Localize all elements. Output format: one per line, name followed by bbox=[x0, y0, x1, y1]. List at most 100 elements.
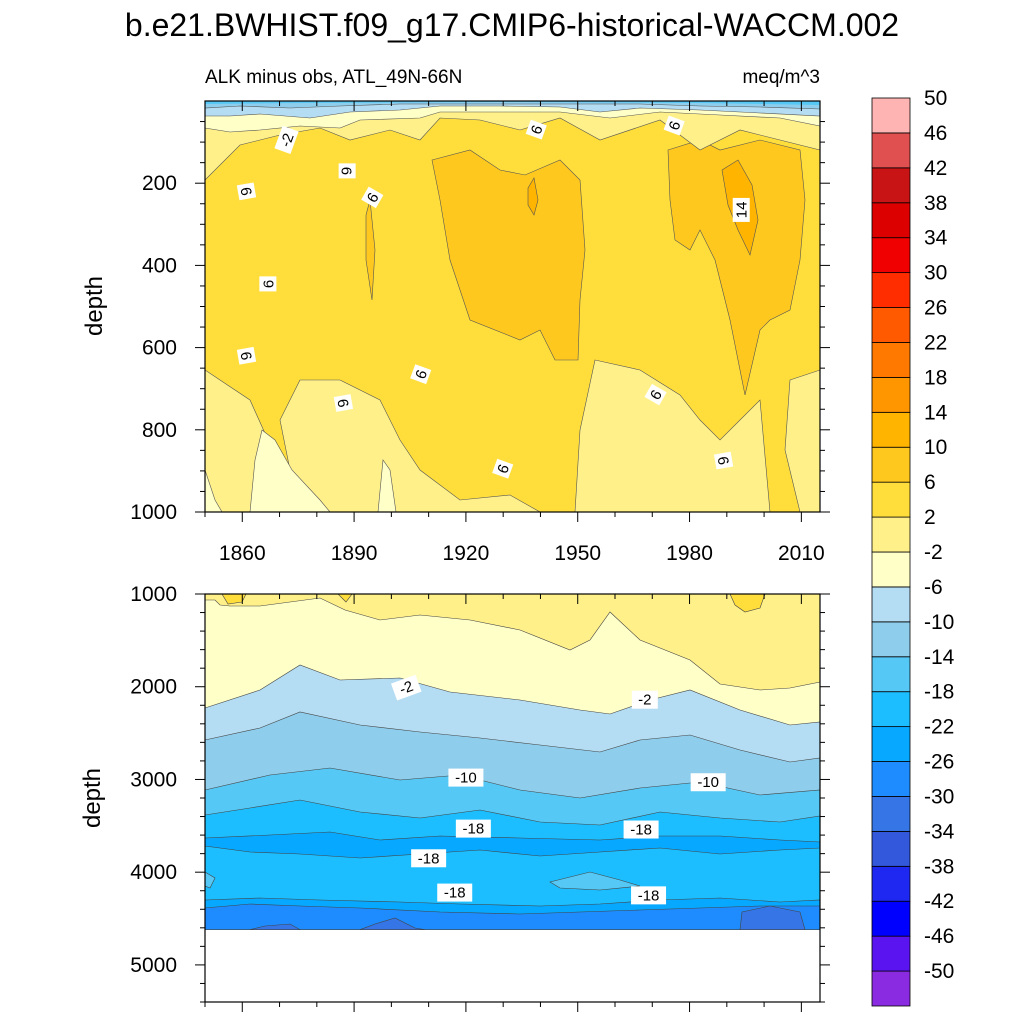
upper-contour-label: 6 bbox=[338, 163, 356, 179]
lower-plot-frame bbox=[204, 593, 821, 1003]
lower-ylabel: depth bbox=[79, 768, 106, 828]
figure-title: b.e21.BWHIST.f09_g17.CMIP6-historical-WA… bbox=[125, 7, 899, 43]
lower-contour-labels: -2 -2 -10 -10 -18 -18 -18 -18 -18 bbox=[390, 674, 726, 905]
upper-x-tick-label: 1890 bbox=[331, 542, 378, 565]
colorbar-swatch bbox=[871, 411, 911, 448]
lower-panel: 1000 2000 3000 4000 5000 -2 -2 -10 -10 -18 -18 -18… bbox=[79, 583, 830, 1012]
colorbar-label: -38 bbox=[924, 855, 954, 878]
lower-contour-fill bbox=[204, 593, 821, 930]
lower-y-tick-label: 1000 bbox=[130, 583, 177, 606]
colorbar-label: -42 bbox=[924, 890, 954, 913]
upper-contour-label: 6 bbox=[525, 119, 547, 140]
upper-ylabel: depth bbox=[81, 276, 108, 336]
upper-region-minus2-2 bbox=[249, 429, 331, 513]
colorbar-swatch bbox=[871, 376, 911, 413]
upper-contour-label-box bbox=[338, 163, 356, 179]
colorbar-label: 6 bbox=[924, 471, 936, 494]
upper-contour-label-text: 6 bbox=[260, 280, 277, 288]
lower-contour-label: -18 bbox=[437, 883, 473, 902]
upper-plot-frame bbox=[204, 100, 821, 513]
colorbar-swatch bbox=[871, 761, 911, 797]
upper-contour-label-text: 6 bbox=[338, 167, 355, 175]
lower-contour-label-text: -18 bbox=[418, 850, 440, 867]
upper-contour-fill bbox=[204, 100, 821, 513]
colorbar: -50-46-42-38-34-30-26-22-18-14-10-6-2261… bbox=[871, 87, 955, 1007]
lower-region-minus30-minus26 bbox=[359, 917, 426, 930]
colorbar-label: 22 bbox=[924, 331, 947, 354]
colorbar-swatch bbox=[871, 691, 911, 728]
upper-contour-label-box bbox=[492, 458, 514, 479]
upper-left-title: ALK minus obs, ATL_49N-66N bbox=[205, 67, 462, 88]
upper-y-tick-label: 200 bbox=[142, 172, 177, 195]
colorbar-swatch bbox=[871, 272, 911, 308]
upper-y-tick-label: 600 bbox=[142, 337, 177, 360]
lower-y-tick-label: 4000 bbox=[130, 861, 177, 884]
upper-x-tick-label: 2010 bbox=[778, 542, 825, 565]
upper-contour-label: 6 bbox=[361, 186, 384, 209]
lower-contour-label-text: -18 bbox=[638, 887, 660, 904]
colorbar-swatch bbox=[871, 516, 911, 553]
colorbar-swatch bbox=[871, 481, 911, 518]
colorbar-label: -30 bbox=[924, 785, 954, 808]
colorbar-label: 38 bbox=[924, 192, 947, 215]
upper-x-tick-label: 1920 bbox=[443, 542, 490, 565]
colorbar-swatch bbox=[871, 132, 911, 169]
colorbar-swatch bbox=[871, 830, 911, 867]
colorbar-label: 42 bbox=[924, 157, 947, 180]
upper-contour-label-box bbox=[410, 364, 432, 385]
colorbar-label: 14 bbox=[924, 401, 948, 424]
upper-contour-label-box bbox=[236, 346, 257, 365]
upper-contour-label: 6 bbox=[663, 115, 685, 136]
upper-contour-label-box bbox=[713, 451, 734, 470]
upper-x-tick-label: 1950 bbox=[554, 542, 601, 565]
lower-contour-label-box bbox=[448, 768, 484, 787]
colorbar-label: 26 bbox=[924, 297, 947, 320]
upper-region-10-14 bbox=[431, 149, 586, 361]
colorbar-label: 2 bbox=[924, 506, 936, 529]
upper-contour-label-box bbox=[663, 115, 685, 136]
upper-region-2-6 bbox=[574, 359, 771, 513]
upper-x-tick-label: 1980 bbox=[666, 542, 713, 565]
upper-surface-minus10-minus6 bbox=[204, 100, 821, 110]
colorbar-swatch bbox=[871, 796, 911, 832]
lower-contour-label: -10 bbox=[448, 768, 484, 787]
upper-axis-ticks: 1860 1890 1920 1950 1980 2010 200 400 600 800 1000 bbox=[130, 101, 830, 565]
upper-contour-labels: -2 6 6 6 6 6 14 6 6 6 6 6 6 6 bbox=[236, 115, 751, 479]
colorbar-swatch bbox=[871, 865, 911, 902]
upper-panel: ALK minus obs, ATL_49N-66N meq/m^3 1860 1… bbox=[81, 67, 830, 565]
upper-contour-label: 6 bbox=[236, 346, 257, 365]
lower-contour-label-text: -18 bbox=[630, 822, 652, 839]
upper-contour-label: 6 bbox=[410, 364, 432, 385]
lower-contour-label-text: -10 bbox=[455, 770, 477, 787]
upper-contour-label: -2 bbox=[274, 125, 299, 155]
lower-contour-label-box bbox=[631, 886, 667, 905]
colorbar-swatch bbox=[871, 726, 911, 762]
lower-contour-label-box bbox=[437, 883, 473, 902]
colorbar-swatch bbox=[871, 307, 911, 343]
lower-axis-ticks: 1000 2000 3000 4000 5000 bbox=[130, 583, 830, 1012]
colorbar-swatch bbox=[871, 237, 911, 274]
upper-contour-label: 6 bbox=[713, 451, 734, 470]
colorbar-label: -22 bbox=[924, 716, 954, 739]
lower-contour-label-text: -18 bbox=[463, 821, 485, 838]
upper-contour-label-box bbox=[732, 197, 750, 222]
colorbar-label: -6 bbox=[924, 576, 943, 599]
colorbar-swatch bbox=[871, 167, 911, 204]
upper-contour-label-text: 6 bbox=[236, 186, 254, 197]
colorbar-swatch bbox=[871, 621, 911, 658]
colorbar-label: -34 bbox=[924, 820, 955, 843]
upper-contour-label: 6 bbox=[333, 394, 354, 412]
upper-contour-label-box bbox=[333, 394, 354, 412]
colorbar-swatch bbox=[871, 202, 911, 239]
colorbar-label: 10 bbox=[924, 436, 947, 459]
lower-y-tick-label: 5000 bbox=[130, 954, 177, 977]
colorbar-label: 46 bbox=[924, 122, 947, 145]
colorbar-label: 18 bbox=[924, 366, 947, 389]
upper-contour-label-box bbox=[361, 186, 384, 209]
upper-surface-minus14-minus10 bbox=[205, 101, 820, 105]
colorbar-label: -46 bbox=[924, 925, 954, 948]
upper-contour-label: 6 bbox=[492, 458, 514, 479]
lower-region-minus30-minus26 bbox=[249, 923, 302, 930]
colorbar-label: -26 bbox=[924, 751, 954, 774]
lower-contour-label: -10 bbox=[690, 773, 726, 792]
